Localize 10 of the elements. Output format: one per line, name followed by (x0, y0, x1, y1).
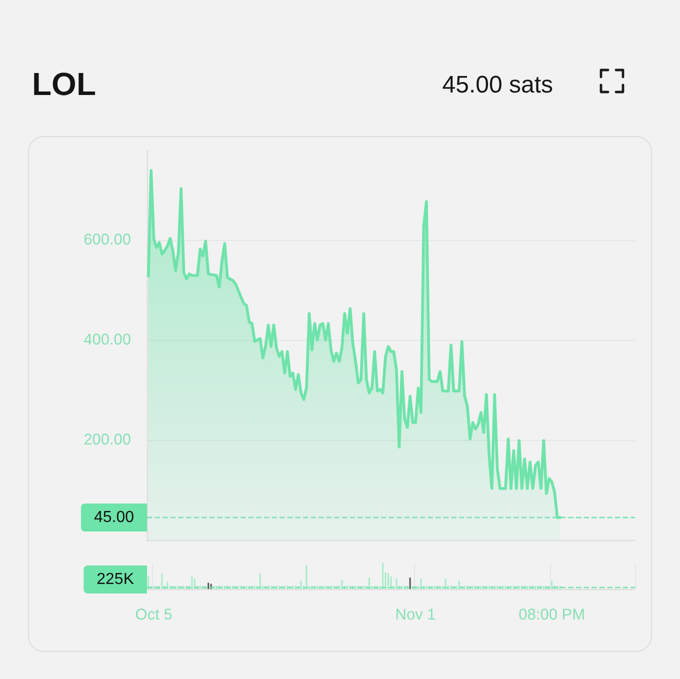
x-tick-label: 08:00 PM (518, 606, 586, 624)
x-tick-label: Oct 5 (135, 606, 172, 624)
chart-title: LOL (32, 66, 96, 102)
chart-subtitle: 45.00 sats (442, 72, 554, 98)
ref-line-label: 225K (96, 570, 134, 588)
y-tick-label: 400.00 (84, 332, 132, 348)
y-tick-label: 600.00 (84, 232, 132, 248)
x-tick-label: Nov 1 (395, 606, 436, 624)
y-tick-label: 200.00 (84, 432, 132, 448)
ref-line-label: 45.00 (94, 509, 134, 526)
